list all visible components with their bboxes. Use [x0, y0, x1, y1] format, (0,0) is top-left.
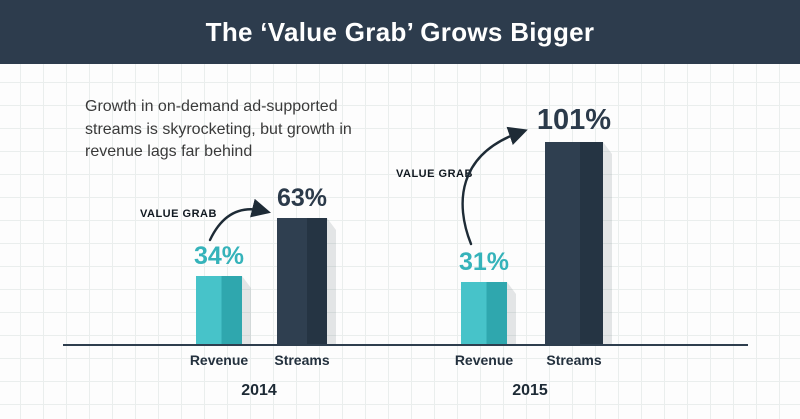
chart-canvas: Growth in on-demand ad-supported streams…: [0, 64, 800, 419]
x-label-2015-streams: Streams: [546, 352, 602, 368]
bar-shadow: [327, 218, 336, 344]
percent-label-2015-revenue: 31%: [458, 248, 510, 276]
year-label-2015: 2015: [512, 382, 548, 399]
x-label-2015-revenue: Revenue: [454, 352, 514, 368]
title-bar: The ‘Value Grab’ Grows Bigger: [0, 0, 800, 64]
bar-shadow: [242, 276, 251, 344]
bar-column-2015-revenue: 31%: [458, 248, 516, 344]
chart-subtitle: Growth in on-demand ad-supported streams…: [85, 98, 352, 161]
bar-column-2014-streams: 63%: [276, 184, 336, 344]
x-label-2014-streams: Streams: [274, 352, 330, 368]
curved-arrow-icon-2014: [208, 198, 271, 242]
x-label-2014-revenue: Revenue: [189, 352, 249, 368]
bar-column-2014-revenue: 34%: [193, 242, 251, 344]
x-axis-line: [63, 344, 748, 346]
percent-label-2014-revenue: 34%: [193, 242, 245, 270]
bar-column-2015-streams: 101%: [537, 104, 612, 344]
year-label-2014: 2014: [241, 382, 277, 399]
bar-2014-revenue: [196, 276, 251, 344]
bar-2015-revenue: [461, 282, 516, 344]
chart-title: The ‘Value Grab’ Grows Bigger: [205, 16, 595, 47]
percent-label-2014-streams: 63%: [276, 184, 328, 212]
value-grab-label-2015: VALUE GRAB: [396, 168, 473, 180]
bar-shadow: [603, 142, 612, 344]
bar-2015-streams: [545, 142, 612, 344]
bar-2014-streams: [277, 218, 336, 344]
bar-shadow: [507, 282, 516, 344]
percent-label-2015-streams: 101%: [536, 104, 612, 136]
value-grab-label-2014: VALUE GRAB: [140, 208, 217, 220]
curved-arrow-icon-2015: [461, 126, 528, 246]
